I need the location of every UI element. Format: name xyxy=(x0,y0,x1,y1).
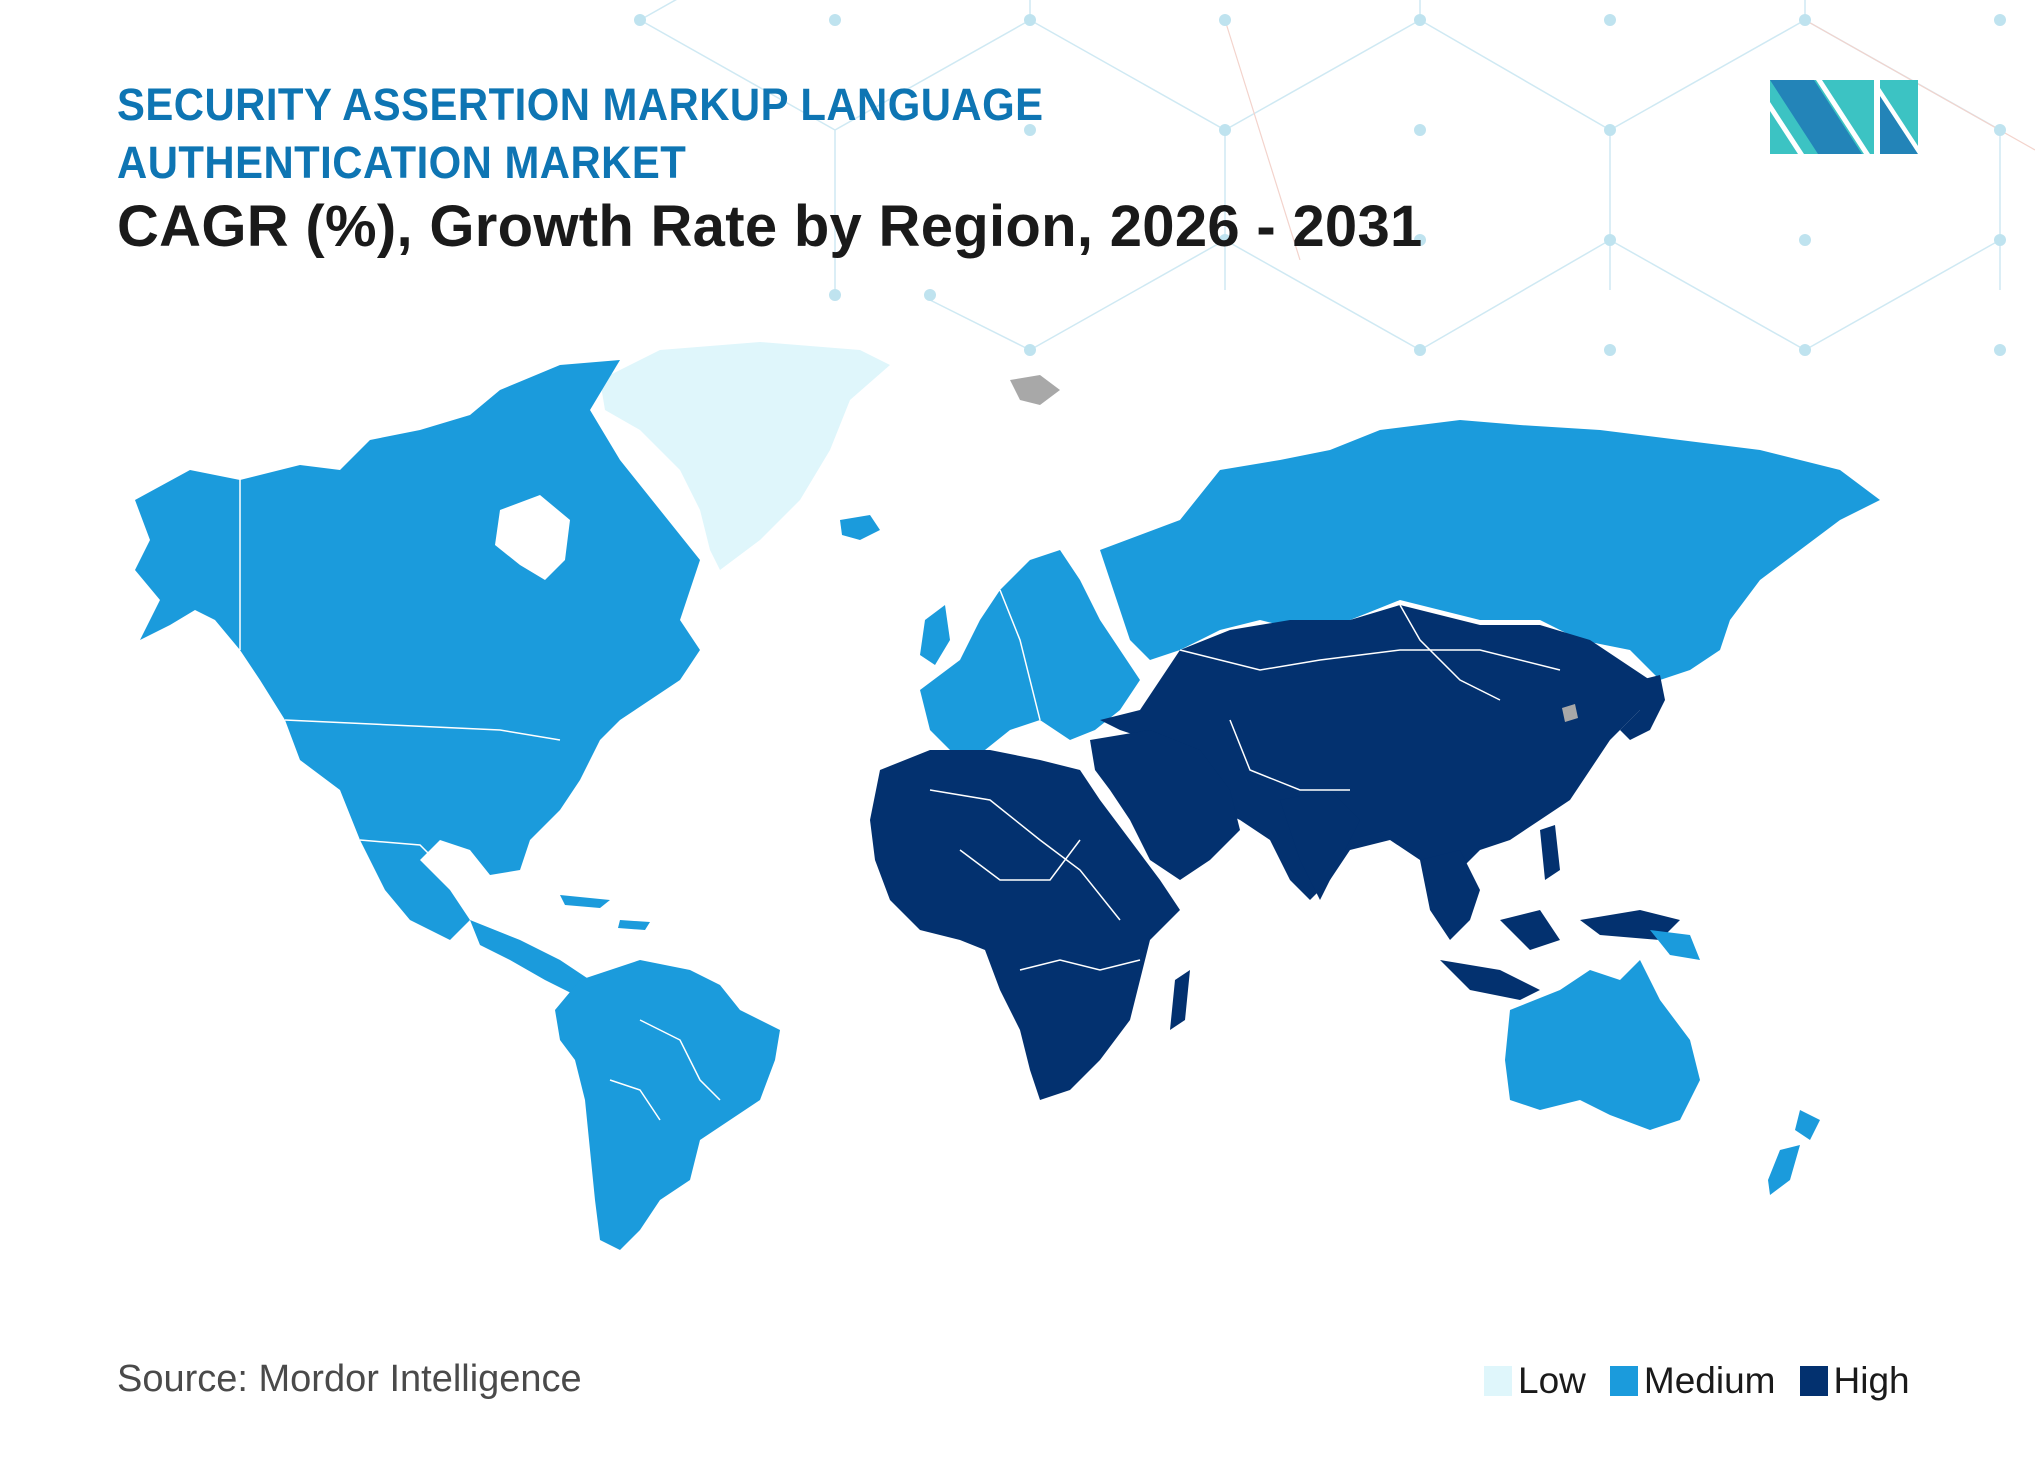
legend-item-high: High xyxy=(1799,1360,1910,1402)
legend-label-high: High xyxy=(1833,1360,1910,1401)
legend-label-low: Low xyxy=(1518,1360,1586,1401)
source-label: Source: Mordor Intelligence xyxy=(117,1358,582,1400)
region-europe[interactable] xyxy=(920,550,1140,750)
legend-item-low: Low xyxy=(1484,1360,1586,1402)
hudson-bay xyxy=(495,495,570,580)
region-south-america[interactable] xyxy=(555,960,780,1250)
region-central-america[interactable] xyxy=(470,920,590,995)
region-southeast-asia[interactable] xyxy=(1420,825,1680,1000)
region-middle-east[interactable] xyxy=(1090,730,1240,880)
region-japan[interactable] xyxy=(1620,675,1665,740)
chart-title: SECURITY ASSERTION MARKUP LANGUAGE AUTHE… xyxy=(117,76,1113,192)
legend-label-medium: Medium xyxy=(1643,1360,1776,1401)
legend-swatch-medium xyxy=(1609,1366,1638,1396)
region-asia[interactable] xyxy=(1100,605,1650,900)
region-russia[interactable] xyxy=(1100,420,1880,680)
region-iceland[interactable] xyxy=(840,515,880,540)
title-line-2: AUTHENTICATION MARKET xyxy=(117,137,687,188)
region-north-america[interactable] xyxy=(135,360,700,940)
legend-swatch-high xyxy=(1799,1366,1828,1396)
region-africa[interactable] xyxy=(870,750,1180,1100)
legend-swatch-low xyxy=(1484,1366,1512,1396)
world-choropleth-map xyxy=(135,342,1880,1250)
region-new-zealand[interactable] xyxy=(1768,1110,1820,1195)
no-data-svalbard xyxy=(1010,375,1060,405)
no-data-north-korea xyxy=(1562,704,1578,722)
title-line-1: SECURITY ASSERTION MARKUP LANGUAGE xyxy=(117,79,1044,130)
region-madagascar[interactable] xyxy=(1170,970,1190,1030)
region-uk[interactable] xyxy=(920,605,950,665)
legend-item-medium: Medium xyxy=(1609,1360,1776,1402)
region-greenland[interactable] xyxy=(600,342,890,570)
region-australia[interactable] xyxy=(1505,960,1700,1130)
mordor-intelligence-logo-icon xyxy=(1770,80,1918,154)
chart-subtitle: CAGR (%), Growth Rate by Region, 2026 - … xyxy=(117,194,1423,259)
map-legend: Low Medium High xyxy=(1484,1360,1934,1402)
